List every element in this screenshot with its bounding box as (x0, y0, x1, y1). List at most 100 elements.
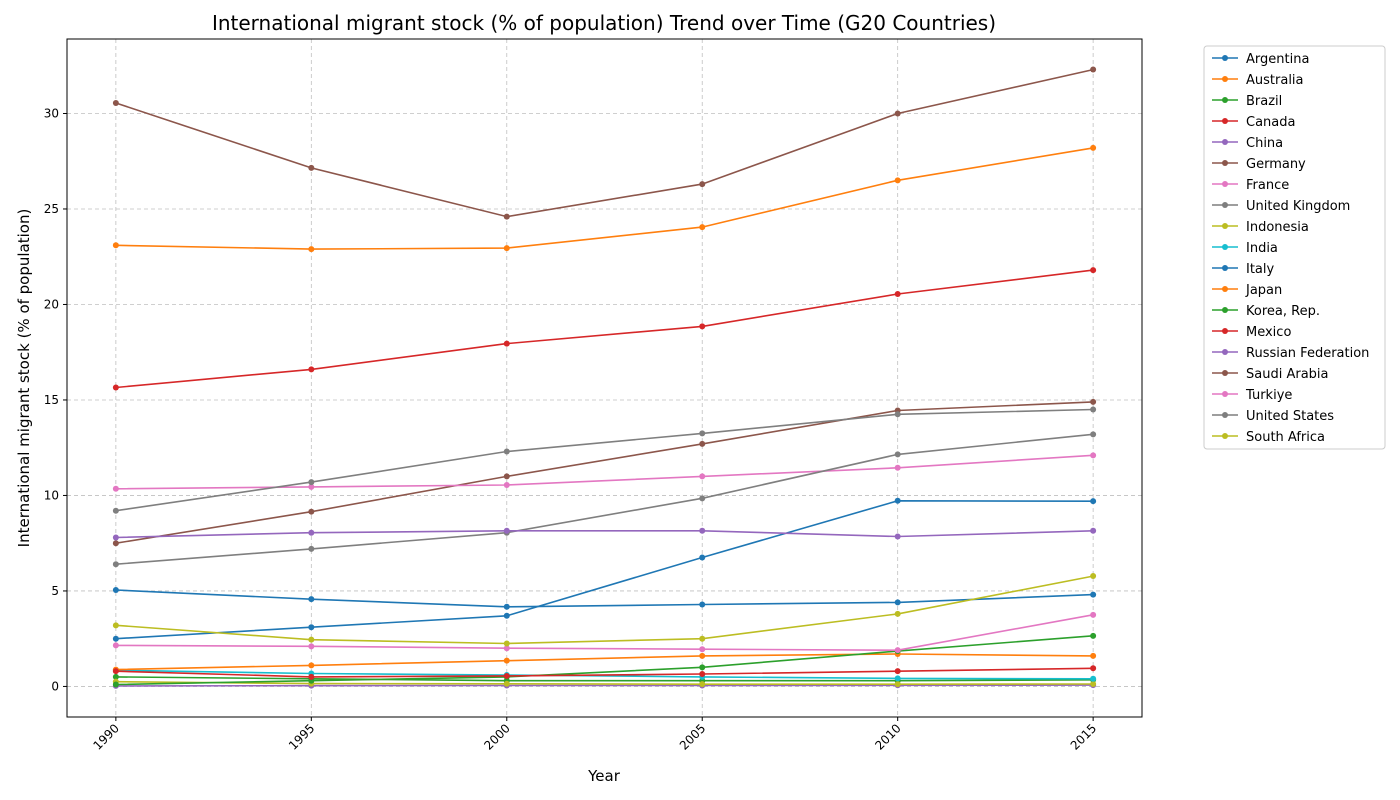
data-point (1090, 406, 1097, 413)
data-point (503, 612, 510, 619)
legend-box (1203, 45, 1386, 450)
data-point (1090, 675, 1097, 682)
y-tick-label: 30 (44, 106, 59, 120)
data-point (1090, 652, 1097, 659)
data-point (894, 177, 901, 184)
data-point (1090, 267, 1097, 274)
legend-label: United States (1246, 409, 1334, 424)
series-line-argentina (115, 589, 1094, 608)
data-point (699, 430, 706, 437)
x-tick-label: 1995 (286, 721, 317, 752)
data-point (1090, 452, 1097, 459)
legend-swatch-marker (1222, 265, 1228, 271)
legend-swatch-marker (1222, 307, 1228, 313)
legend-item: Argentina (1212, 52, 1309, 67)
legend-item: Russian Federation (1212, 346, 1369, 361)
data-point (503, 340, 510, 347)
data-point (308, 246, 315, 253)
data-point (503, 657, 510, 664)
data-point (1090, 66, 1097, 73)
legend-label: Russian Federation (1246, 346, 1369, 361)
legend-label: Brazil (1246, 94, 1282, 109)
series-canada (112, 267, 1097, 391)
data-point (894, 647, 901, 654)
legend-label: Turkiye (1245, 388, 1292, 403)
legend-item: Germany (1212, 157, 1306, 172)
data-point (503, 473, 510, 480)
data-point (112, 586, 119, 593)
series-group (112, 66, 1097, 689)
data-point (1090, 144, 1097, 151)
data-point (308, 545, 315, 552)
y-tick-label: 10 (44, 488, 59, 502)
legend-swatch-marker (1222, 202, 1228, 208)
data-point (112, 681, 119, 688)
legend-swatch-marker (1222, 391, 1228, 397)
data-point (1090, 527, 1097, 534)
legend-swatch-marker (1222, 118, 1228, 124)
series-line-saudi-arabia (115, 68, 1094, 218)
legend-label: China (1246, 136, 1283, 151)
data-point (699, 671, 706, 678)
data-point (308, 529, 315, 536)
data-point (308, 366, 315, 373)
data-point (894, 533, 901, 540)
data-point (112, 99, 119, 106)
series-line-australia (115, 147, 1094, 250)
legend-item: Australia (1212, 73, 1304, 88)
data-point (699, 635, 706, 642)
data-point (894, 110, 901, 117)
x-tick-label: 2015 (1068, 721, 1099, 752)
data-point (503, 527, 510, 534)
data-point (503, 245, 510, 252)
legend-label: Saudi Arabia (1246, 367, 1329, 382)
legend-swatch-marker (1222, 223, 1228, 229)
series-mexico (112, 665, 1097, 680)
x-axis-title: Year (587, 767, 621, 785)
legend-item: Canada (1212, 115, 1295, 130)
legend-item: United Kingdom (1212, 199, 1350, 214)
series-line-brazil (115, 676, 1094, 682)
data-point (308, 479, 315, 486)
legend-swatch-marker (1222, 76, 1228, 82)
legend-label: Indonesia (1246, 220, 1309, 235)
data-point (308, 596, 315, 603)
legend-item: Saudi Arabia (1212, 367, 1329, 382)
grid (67, 39, 1142, 717)
legend-label: Mexico (1246, 325, 1291, 340)
y-tick-label: 20 (44, 297, 59, 311)
data-point (699, 664, 706, 671)
data-point (112, 622, 119, 629)
data-point (503, 603, 510, 610)
legend-label: South Africa (1246, 430, 1325, 445)
legend-label: Japan (1245, 283, 1282, 298)
series-line-china (115, 684, 1094, 687)
legend-item: Mexico (1212, 325, 1291, 340)
data-point (699, 323, 706, 330)
data-point (308, 624, 315, 631)
legend-item: Korea, Rep. (1212, 304, 1320, 319)
legend-label: Argentina (1246, 52, 1309, 67)
data-point (1090, 498, 1097, 505)
series-australia (112, 144, 1097, 253)
series-line-mexico (115, 667, 1094, 678)
legend-label: Canada (1246, 115, 1295, 130)
legend-item: United States (1212, 409, 1334, 424)
data-point (308, 164, 315, 171)
series-line-turkiye (115, 614, 1094, 652)
x-tick-label: 2000 (481, 721, 512, 752)
data-point (894, 290, 901, 297)
data-point (112, 668, 119, 675)
data-point (503, 640, 510, 647)
series-france (112, 452, 1097, 492)
plot-area (66, 38, 1143, 718)
legend-label: Italy (1246, 262, 1275, 277)
legend-swatch-marker (1222, 412, 1228, 418)
legend-label: United Kingdom (1246, 199, 1350, 214)
data-point (112, 561, 119, 568)
data-point (894, 464, 901, 471)
data-point (894, 681, 901, 688)
legend-label: Germany (1246, 157, 1306, 172)
data-point (699, 601, 706, 608)
data-point (894, 668, 901, 675)
